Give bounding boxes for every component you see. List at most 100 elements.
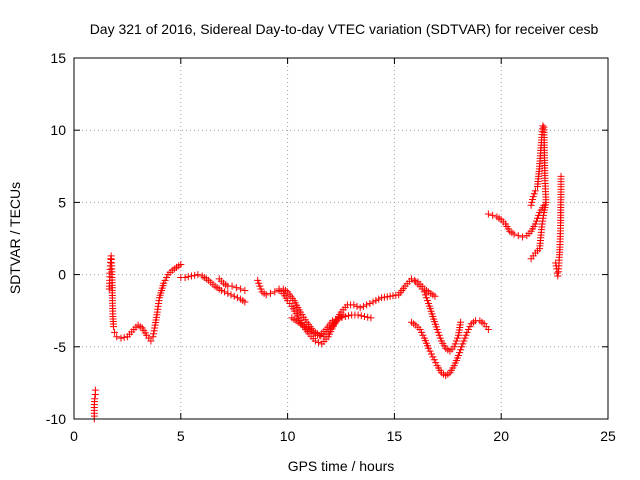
data-point: [359, 302, 367, 310]
y-tick-label: 15: [50, 50, 66, 66]
data-point: [339, 311, 347, 319]
data-point: [403, 280, 411, 288]
data-point: [335, 315, 343, 323]
data-point: [221, 288, 229, 296]
data-point: [529, 196, 537, 204]
data-point: [233, 294, 241, 302]
data-point: [151, 324, 159, 332]
data-point: [529, 193, 537, 201]
data-point: [375, 295, 383, 303]
data-point: [293, 312, 301, 320]
data-point: [539, 122, 547, 130]
data-point: [554, 272, 562, 280]
data-point: [454, 351, 462, 359]
y-tick-label: 0: [58, 267, 66, 283]
data-point: [109, 299, 117, 307]
data-point: [464, 325, 472, 333]
data-point: [254, 276, 262, 284]
data-point: [417, 328, 425, 336]
data-point: [431, 292, 439, 300]
data-point: [111, 328, 119, 336]
data-point: [163, 273, 171, 281]
data-point: [255, 279, 263, 287]
data-point: [455, 329, 463, 337]
data-point: [534, 180, 542, 188]
data-point: [429, 353, 437, 361]
data-point: [514, 232, 522, 240]
data-point: [459, 340, 467, 348]
data-point: [466, 323, 474, 331]
data-point: [463, 328, 471, 336]
data-point: [230, 292, 238, 300]
data-point: [227, 291, 235, 299]
data-point: [256, 282, 264, 290]
data-point: [237, 285, 245, 293]
data-point: [439, 339, 447, 347]
data-point: [430, 356, 438, 364]
data-point: [213, 284, 221, 292]
data-point: [328, 323, 336, 331]
data-point: [539, 211, 547, 219]
data-point: [363, 301, 371, 309]
data-point: [556, 240, 564, 248]
data-point: [140, 326, 148, 334]
data-point: [267, 289, 275, 297]
data-point: [354, 311, 362, 319]
series-early: [90, 386, 99, 423]
data-point: [91, 395, 99, 403]
data-point: [187, 272, 195, 280]
data-point: [314, 331, 322, 339]
data-point: [120, 333, 128, 341]
chart-title: Day 321 of 2016, Sidereal Day-to-day VTE…: [90, 21, 599, 37]
data-point: [555, 251, 563, 259]
series-late: [552, 172, 565, 280]
data-point: [289, 305, 297, 313]
x-tick-label: 0: [70, 428, 78, 444]
data-point: [503, 222, 511, 230]
data-point: [553, 269, 561, 277]
data-point: [420, 288, 428, 296]
data-point: [108, 262, 116, 270]
data-point: [350, 301, 358, 309]
data-point: [447, 366, 455, 374]
data-point: [177, 260, 185, 268]
data-point: [322, 330, 330, 338]
data-point: [290, 315, 298, 323]
y-tick-label: 10: [50, 122, 66, 138]
data-point: [228, 282, 236, 290]
data-point: [241, 298, 249, 306]
series-segment-a: [111, 260, 185, 345]
data-point: [357, 312, 365, 320]
data-point: [262, 291, 270, 299]
data-point: [156, 291, 164, 299]
data-point: [304, 320, 312, 328]
data-point: [458, 343, 466, 351]
x-tick-label: 10: [280, 428, 296, 444]
data-point: [113, 333, 121, 341]
data-point: [557, 219, 565, 227]
data-point: [484, 210, 492, 218]
data-point: [542, 201, 550, 209]
x-tick-label: 20: [493, 428, 509, 444]
data-point: [200, 273, 208, 281]
data-point: [309, 328, 317, 336]
data-point: [456, 349, 464, 357]
data-point: [519, 233, 527, 241]
data-point: [421, 291, 429, 299]
data-point: [389, 292, 397, 300]
data-point: [367, 314, 375, 322]
data-point: [364, 313, 372, 321]
data-point: [353, 302, 361, 310]
series-segment-c: [215, 275, 249, 294]
data-point: [425, 302, 433, 310]
data-point: [181, 273, 189, 281]
x-tick-label: 25: [600, 428, 616, 444]
series-segment-h: [412, 278, 465, 355]
data-point: [356, 304, 364, 312]
data-point: [117, 334, 125, 342]
data-point: [108, 276, 116, 284]
data-point: [528, 198, 536, 206]
y-tick-label: -5: [54, 339, 67, 355]
data-point: [436, 334, 444, 342]
